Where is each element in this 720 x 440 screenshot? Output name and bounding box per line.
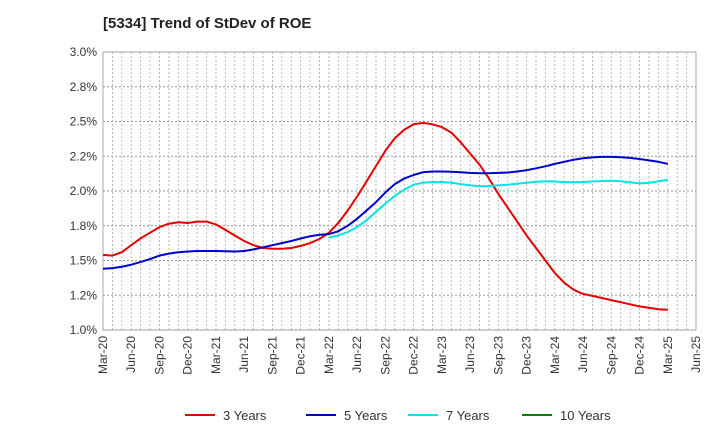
legend-label: 3 Years xyxy=(223,408,267,423)
legend-label: 5 Years xyxy=(344,408,388,423)
x-tick-label: Dec-22 xyxy=(407,336,421,375)
x-tick-label: Mar-20 xyxy=(96,336,110,374)
x-tick-label: Sep-21 xyxy=(265,336,279,375)
x-tick-label: Mar-25 xyxy=(661,336,675,374)
y-tick-label: 1.5% xyxy=(70,254,98,268)
y-tick-label: 3.0% xyxy=(70,45,98,59)
y-tick-label: 2.8% xyxy=(70,80,98,94)
x-tick-label: Mar-23 xyxy=(435,336,449,374)
y-tick-label: 2.5% xyxy=(70,115,98,129)
legend-label: 7 Years xyxy=(446,408,490,423)
x-tick-label: Jun-23 xyxy=(463,336,477,373)
y-gridlines xyxy=(103,51,696,331)
x-tick-label: Jun-24 xyxy=(576,336,590,373)
legend: 3 Years 5 Years 7 Years 10 Years xyxy=(185,408,611,423)
x-tick-label: Jun-25 xyxy=(689,336,703,373)
y-tick-label: 1.8% xyxy=(70,219,98,233)
series-line-3-years xyxy=(102,121,668,311)
x-tick-label: Mar-24 xyxy=(548,336,562,374)
x-tick-label: Sep-20 xyxy=(152,336,166,375)
y-tick-label: 2.0% xyxy=(70,184,98,198)
series-line-7-years xyxy=(328,178,668,239)
legend-label: 10 Years xyxy=(560,408,611,423)
x-tick-label: Sep-23 xyxy=(491,336,505,375)
y-tick-label: 1.2% xyxy=(70,288,98,302)
x-tick-label: Mar-21 xyxy=(209,336,223,374)
x-tick-label: Sep-24 xyxy=(604,336,618,375)
x-tick-label: Dec-23 xyxy=(520,336,534,375)
x-tick-label: Mar-22 xyxy=(322,336,336,374)
x-tick-label: Jun-21 xyxy=(237,336,251,373)
series-lines xyxy=(102,121,669,311)
x-tick-label: Jun-22 xyxy=(350,336,364,373)
x-tick-label: Sep-22 xyxy=(378,336,392,375)
series-line-5-years xyxy=(102,155,669,270)
y-tick-label: 1.0% xyxy=(70,323,98,337)
x-tick-label: Dec-21 xyxy=(294,336,308,375)
x-axis: Mar-20 Jun-20 Sep-20 Dec-20 Mar-21 Jun-21 Sep-… xyxy=(96,336,703,375)
x-tick-label: Dec-20 xyxy=(181,336,195,375)
x-tick-label: Jun-20 xyxy=(124,336,138,373)
chart-title: [5334] Trend of StDev of ROE xyxy=(103,15,311,32)
y-tick-label: 2.2% xyxy=(70,149,98,163)
y-axis: 1.0% 1.2% 1.5% 1.8% 2.0% 2.2% 2.5% 2.8% 3.0% xyxy=(70,45,98,337)
x-tick-label: Dec-24 xyxy=(633,336,647,375)
